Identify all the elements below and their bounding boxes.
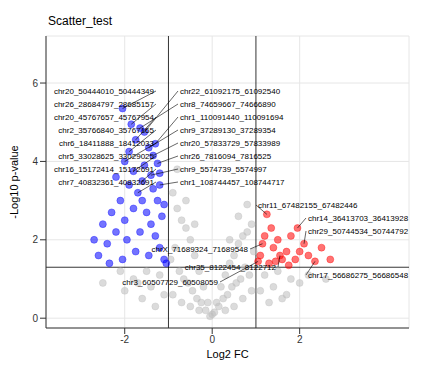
svg-text:6: 6 bbox=[32, 78, 38, 89]
svg-text:2: 2 bbox=[32, 234, 38, 245]
html-text:Scatter_test: Scatter_test bbox=[48, 14, 112, 28]
svg-text:0: 0 bbox=[32, 313, 38, 324]
svg-text:chr11_67482155_67482446: chr11_67482155_67482446 bbox=[258, 201, 358, 210]
svg-text:chr26_7816094_7816525: chr26_7816094_7816525 bbox=[180, 152, 272, 161]
svg-text:-2: -2 bbox=[120, 334, 129, 345]
svg-text:chr20_45767657_45767954: chr20_45767657_45767954 bbox=[54, 113, 155, 122]
svg-text:chr8_74659667_74666890: chr8_74659667_74666890 bbox=[180, 100, 276, 109]
svg-text:chr26_28684797_28685157: chr26_28684797_28685157 bbox=[54, 100, 155, 109]
svg-text:chr9_5574739_5574997: chr9_5574739_5574997 bbox=[180, 165, 267, 174]
svg-text:chr29_50744534_50744792: chr29_50744534_50744792 bbox=[308, 227, 409, 236]
svg-text:-Log10 p-value: -Log10 p-value bbox=[8, 145, 20, 218]
svg-text:chr1_110091440_110091694: chr1_110091440_110091694 bbox=[180, 113, 284, 122]
svg-text:chr17_56686275_56686548: chr17_56686275_56686548 bbox=[308, 271, 409, 280]
svg-text:chr16_15172414_15172691: chr16_15172414_15172691 bbox=[54, 165, 155, 174]
svg-text:chr14_36413703_36413928: chr14_36413703_36413928 bbox=[308, 214, 409, 223]
svg-text:chr35_8122454_8122712: chr35_8122454_8122712 bbox=[185, 263, 277, 272]
svg-text:chrX_71689324_71689548: chrX_71689324_71689548 bbox=[151, 245, 248, 254]
svg-text:2: 2 bbox=[297, 334, 303, 345]
svg-text:chr22_61092175_61092540: chr22_61092175_61092540 bbox=[180, 87, 281, 96]
svg-text:chr9_37289130_37289354: chr9_37289130_37289354 bbox=[180, 126, 276, 135]
svg-text:chr20_50444010_50444349: chr20_50444010_50444349 bbox=[54, 87, 155, 96]
svg-text:chr6_18411888_18412033: chr6_18411888_18412033 bbox=[59, 139, 155, 148]
svg-text:chr7_40832361_40832691: chr7_40832361_40832691 bbox=[58, 178, 154, 187]
svg-text:chr5_33028625_33029025: chr5_33028625_33029025 bbox=[58, 152, 154, 161]
svg-text:4: 4 bbox=[32, 156, 38, 167]
svg-text:chr20_57833729_57833989: chr20_57833729_57833989 bbox=[180, 139, 281, 148]
svg-text:chr2_35766840_35767165: chr2_35766840_35767165 bbox=[58, 126, 154, 135]
svg-text:chr3_60507729_60508059: chr3_60507729_60508059 bbox=[122, 278, 218, 287]
svg-text:Log2 FC: Log2 FC bbox=[206, 348, 248, 360]
svg-text:0: 0 bbox=[209, 334, 215, 345]
svg-text:chr1_108744457_108744717: chr1_108744457_108744717 bbox=[180, 178, 285, 187]
